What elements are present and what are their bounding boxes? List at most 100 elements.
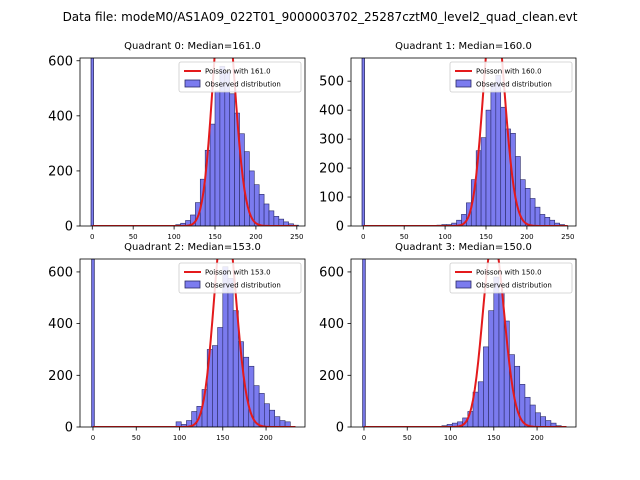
quadrant-2-legend-curve-label: Poisson with 153.0	[205, 269, 271, 277]
quadrant-1-plot-area	[361, 58, 568, 226]
quadrant-1-bar	[490, 83, 497, 226]
quadrant-1-bar	[485, 109, 492, 226]
quadrant-1-panel: 0 50 100 150 200 250 0 100 200 300 400 500 Quadrant …	[319, 41, 577, 241]
quadrant-0-bar	[278, 218, 285, 226]
quadrant-0-x-tick-label: 0	[90, 233, 94, 241]
quadrant-2-y-tick-label: 0	[65, 421, 73, 436]
quadrant-1-y-tick-label: 200	[319, 162, 344, 177]
quadrant-0-bar	[229, 93, 235, 226]
quadrant-2-y-tick-label: 400	[48, 317, 73, 332]
quadrant-2-x-tick-label: 200	[259, 434, 272, 442]
quadrant-3-bar	[529, 404, 536, 427]
quadrant-3-legend-curve-label: Poisson with 150.0	[476, 269, 542, 277]
quadrant-1-y-tick-label: 300	[319, 133, 344, 148]
quadrant-0-y-tick-label: 400	[48, 109, 73, 124]
quadrant-2-x-tick-label: 50	[132, 434, 141, 442]
quadrant-1-y-tick-label: 500	[319, 75, 344, 90]
quadrant-1-legend: Poisson with 160.0 Observed distribution	[449, 61, 573, 93]
quadrant-0-bar	[273, 216, 280, 226]
quadrant-0-bar	[253, 184, 260, 226]
quadrant-2-bar	[232, 310, 239, 427]
quadrant-0-bar-zero	[90, 58, 94, 226]
quadrant-2-bar	[217, 327, 224, 427]
quadrant-1-bar	[534, 206, 541, 226]
quadrant-1-legend-box	[449, 61, 573, 93]
quadrant-3-bar	[540, 416, 547, 427]
quadrant-0-y-tick-label: 200	[48, 164, 73, 179]
quadrant-1-bar	[480, 137, 487, 226]
quadrant-0-panel: 0 50 100 150 200 250 0 200 400 600 Quadrant 0: Med…	[48, 41, 306, 241]
quadrant-0-x-tick-label: 150	[208, 233, 221, 241]
quadrant-1-legend-bar-label: Observed distribution	[476, 81, 552, 89]
quadrant-0-legend: Poisson with 161.0 Observed distribution	[178, 61, 302, 93]
quadrant-1-bar	[544, 217, 551, 226]
quadrant-2-x-tick-label: 0	[91, 434, 95, 442]
quadrant-2-bar	[264, 403, 270, 427]
quadrant-2-bar-zero	[91, 259, 95, 427]
quadrant-3-y-tick-label: 0	[336, 421, 344, 436]
quadrant-0-bar	[224, 71, 231, 226]
quadrant-2-panel: 0 50 100 150 200 0 200 400 600 Quadrant 2: Median…	[48, 242, 306, 442]
quadrant-1-x-tick-label: 0	[361, 233, 365, 241]
quadrant-3-y-tick-label: 600	[319, 265, 344, 280]
quadrant-1-x-tick-label: 250	[561, 233, 574, 241]
quadrant-3-x-tick-label: 150	[487, 434, 500, 442]
quadrant-3-y-tick-label: 200	[319, 369, 344, 384]
quadrant-1-x-tick-label: 100	[438, 233, 451, 241]
quadrant-2-bar	[227, 278, 234, 427]
quadrant-3-x-tick-label: 200	[530, 434, 543, 442]
figure-suptitle: Data file: modeM0/AS1A09_022T01_90000037…	[63, 10, 578, 24]
quadrant-2-y-tick-label: 600	[48, 265, 73, 280]
quadrant-0-y-tick-label: 600	[48, 54, 73, 69]
quadrant-3-x-tick-label: 0	[362, 434, 366, 442]
quadrant-2-bar	[258, 393, 265, 427]
quadrant-3-legend-bar-label: Observed distribution	[476, 282, 552, 290]
quadrant-3-panel: 0 50 100 150 200 0 200 400 600 Quadrant 3: Median…	[319, 242, 577, 442]
quadrant-1-x-tick-label: 50	[400, 233, 409, 241]
quadrant-1-bar	[539, 214, 546, 226]
quadrant-1-x-tick-label: 150	[479, 233, 492, 241]
quadrant-1-legend-bar-swatch	[455, 79, 472, 88]
quadrant-2-bar	[212, 345, 218, 427]
quadrant-1-bar-zero	[361, 58, 365, 226]
quadrant-3-bar	[493, 276, 500, 427]
quadrant-1-bar	[495, 75, 502, 226]
panels: 0 50 100 150 200 250 0 200 400 600 Quadrant 0: Med…	[48, 41, 577, 442]
quadrant-3-bar	[514, 365, 521, 427]
quadrant-0-bar	[209, 123, 216, 226]
quadrant-0-x-tick-label: 50	[129, 233, 138, 241]
quadrant-3-axes-frame	[350, 258, 577, 428]
quadrant-2-poisson-curve	[92, 259, 296, 427]
quadrant-1-bar	[524, 188, 531, 226]
quadrant-0-y-tick-label: 0	[65, 220, 73, 235]
quadrant-3-y-tick-label: 400	[319, 317, 344, 332]
quadrant-2-bar	[284, 421, 291, 427]
quadrant-3-title: Quadrant 3: Median=150.0	[395, 242, 532, 253]
quadrant-3-legend: Poisson with 150.0 Observed distribution	[449, 262, 573, 294]
quadrant-2-x-tick-label: 150	[216, 434, 229, 442]
quadrant-3-bar	[535, 412, 541, 427]
quadrant-0-legend-bar-label: Observed distribution	[205, 81, 281, 89]
quadrant-3-legend-bar-swatch	[455, 280, 472, 289]
quadrant-2-legend-bar-swatch	[184, 280, 201, 289]
quadrant-0-x-tick-label: 250	[290, 233, 303, 241]
quadrant-3-bar	[477, 381, 484, 427]
quadrant-1-title: Quadrant 1: Median=160.0	[395, 41, 532, 52]
quadrant-0-bar	[214, 90, 221, 226]
quadrant-2-legend-box	[178, 262, 302, 294]
quadrant-1-y-tick-label: 0	[336, 220, 344, 235]
quadrant-3-bar	[488, 310, 495, 427]
quadrant-0-x-tick-label: 200	[249, 233, 262, 241]
quadrant-2-legend-bar-label: Observed distribution	[205, 282, 281, 290]
quadrant-2-bar	[269, 409, 276, 427]
quadrant-2-plot-area	[91, 259, 296, 427]
quadrant-0-bar	[258, 194, 265, 226]
quadrant-0-legend-curve-label: Poisson with 161.0	[205, 68, 271, 76]
quadrant-3-x-tick-label: 50	[403, 434, 412, 442]
quadrant-1-y-tick-label: 100	[319, 191, 344, 206]
quadrant-3-bar-zero	[362, 259, 366, 427]
quadrant-1-bar	[529, 198, 536, 226]
quadrant-1-y-tick-label: 400	[319, 104, 344, 119]
quadrant-0-axes-frame	[79, 57, 306, 227]
quadrant-2-legend: Poisson with 153.0 Observed distribution	[178, 262, 302, 294]
